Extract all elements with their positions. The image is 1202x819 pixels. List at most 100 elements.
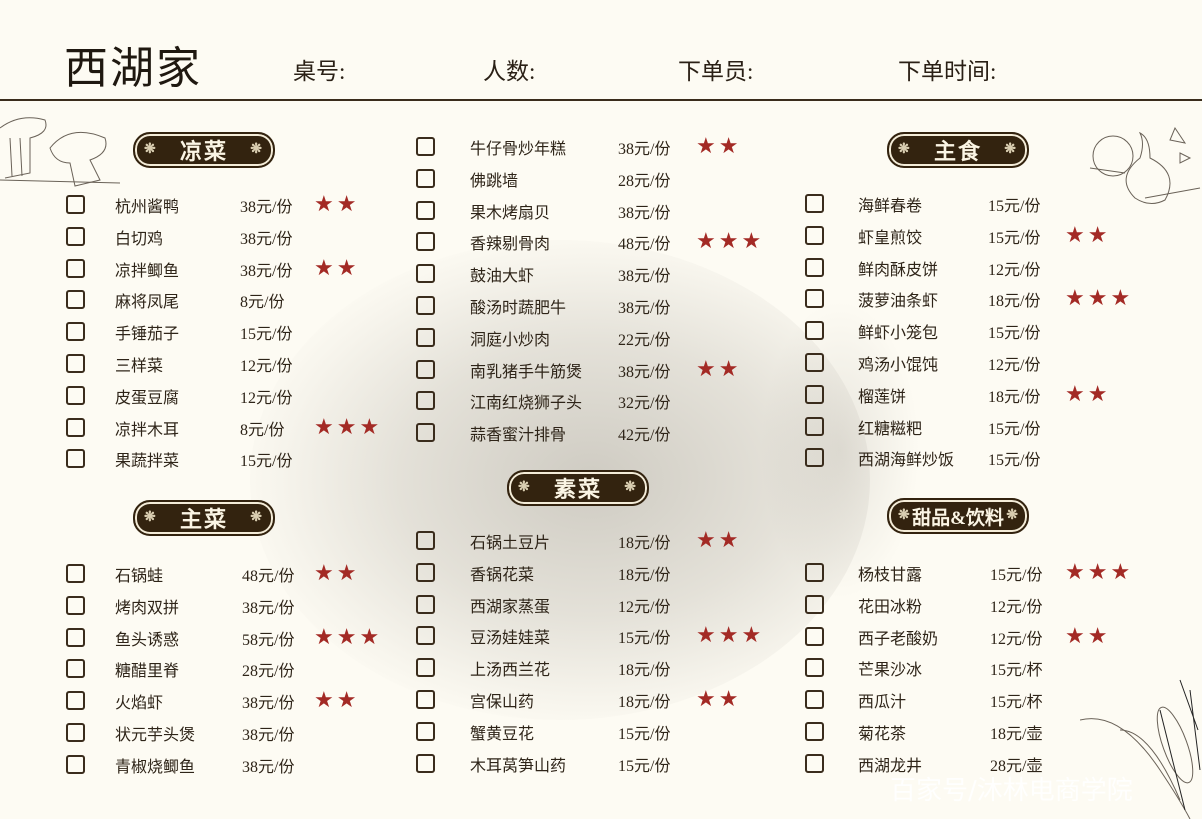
order-checkbox[interactable] (66, 595, 85, 615)
order-checkbox[interactable] (416, 232, 435, 252)
order-checkbox[interactable] (416, 753, 435, 773)
order-checkbox[interactable] (416, 327, 435, 347)
order-checkbox[interactable] (66, 322, 85, 342)
order-checkbox[interactable] (66, 354, 85, 373)
order-checkbox[interactable] (416, 562, 435, 582)
recommend-stars-icon: ★★ (314, 191, 360, 216)
dish-price: 38元/份 (618, 204, 671, 222)
dish-price: 38元/份 (618, 363, 671, 381)
menu-item-row: 洞庭小炒肉 22元/份 (416, 323, 756, 353)
order-checkbox[interactable] (66, 627, 85, 647)
order-checkbox[interactable] (805, 416, 824, 436)
order-checkbox[interactable] (416, 391, 435, 411)
dish-price: 28元/份 (242, 663, 295, 681)
menu-item-row: 木耳莴笋山药 15元/份 (416, 749, 756, 779)
menu-item-row: 麻将凤尾 8元/份 (66, 285, 406, 315)
order-checkbox[interactable] (805, 658, 824, 678)
dish-name: 三样菜 (115, 358, 164, 375)
dish-name: 火焰虾 (115, 695, 164, 713)
order-checkbox[interactable] (805, 353, 824, 372)
order-checkbox[interactable] (416, 137, 435, 156)
dish-name: 果蔬拌菜 (115, 453, 180, 471)
dish-price: 12元/份 (618, 598, 671, 616)
dish-price: 18元/份 (618, 535, 671, 552)
menu-item-row: 南乳猪手牛筋煲 38元/份 ★★ (416, 355, 756, 385)
section-title: 主菜 (179, 507, 228, 532)
menu-item-row: 蒜香蜜汁排骨 42元/份 (416, 418, 756, 448)
knot-ornament-icon: ❋ (518, 480, 532, 495)
dish-price: 15元/杯 (990, 694, 1043, 712)
order-checkbox[interactable] (416, 721, 435, 741)
order-checkbox[interactable] (805, 194, 824, 213)
order-checkbox[interactable] (805, 448, 824, 468)
order-checkbox[interactable] (66, 290, 85, 310)
order-checkbox[interactable] (66, 226, 85, 246)
dish-name: 香辣剔骨肉 (470, 236, 551, 254)
dish-name: 南乳猪手牛筋煲 (470, 363, 583, 381)
order-checkbox[interactable] (66, 659, 85, 679)
order-checkbox[interactable] (805, 753, 824, 773)
menu-item-row: 杨枝甘露 15元/份 ★★★ (805, 558, 1145, 588)
dish-name: 糖醋里脊 (115, 663, 180, 681)
menu-item-row: 香锅花菜 18元/份 (416, 558, 756, 588)
menu-item-row: 西湖海鲜炒饭 15元/份 (805, 443, 1145, 473)
menu-item-row: 西湖龙井 28元/壶 (805, 749, 1145, 779)
order-checkbox[interactable] (416, 200, 435, 220)
order-checkbox[interactable] (66, 449, 85, 469)
order-checkbox[interactable] (416, 531, 435, 550)
order-checkbox[interactable] (416, 296, 435, 315)
order-checkbox[interactable] (416, 359, 435, 379)
order-checkbox[interactable] (416, 168, 435, 188)
watermark: 百家号/沐林电商学院 (890, 776, 1133, 806)
recommend-stars-icon: ★★ (696, 355, 742, 381)
order-checkbox[interactable] (805, 257, 824, 277)
order-checkbox[interactable] (805, 563, 824, 582)
order-checkbox[interactable] (805, 225, 824, 245)
dish-price: 18元/壶 (990, 726, 1043, 743)
order-checkbox[interactable] (416, 594, 435, 614)
order-checkbox[interactable] (805, 722, 824, 741)
dish-name: 蟹黄豆花 (470, 725, 535, 743)
restaurant-title: 西湖家 (64, 44, 202, 93)
menu-item-row: 凉拌鲫鱼 38元/份 ★★ (66, 254, 406, 284)
order-checkbox[interactable] (66, 385, 85, 405)
recommend-stars-icon: ★★ (696, 686, 742, 711)
dish-name: 鱼头诱惑 (115, 631, 180, 649)
order-checkbox[interactable] (416, 690, 435, 709)
dish-name: 酸汤时蔬肥牛 (470, 300, 567, 317)
menu-item-row: 鲜肉酥皮饼 12元/份 (805, 253, 1145, 283)
menu-item-row: 火焰虾 38元/份 ★★ (66, 686, 406, 716)
dish-name: 状元芋头煲 (115, 727, 196, 744)
order-checkbox[interactable] (805, 594, 824, 614)
order-checkbox[interactable] (805, 289, 824, 309)
order-checkbox[interactable] (66, 417, 85, 437)
dish-name: 西湖家蒸蛋 (470, 598, 551, 616)
order-checkbox[interactable] (416, 264, 435, 284)
order-checkbox[interactable] (416, 423, 435, 443)
menu-item-row: 西瓜汁 15元/杯 (805, 685, 1145, 715)
order-checkbox[interactable] (416, 626, 435, 646)
dish-price: 15元/份 (990, 567, 1043, 584)
order-checkbox[interactable] (805, 626, 824, 646)
order-checkbox[interactable] (805, 384, 824, 404)
order-checkbox[interactable] (416, 658, 435, 678)
dish-price: 12元/份 (990, 630, 1043, 648)
menu-item-row: 香辣剔骨肉 48元/份 ★★★ (416, 227, 761, 257)
dish-price: 15元/份 (988, 198, 1041, 215)
dish-name: 西湖海鲜炒饭 (858, 452, 955, 470)
menu-item-row: 菠萝油条虾 18元/份 ★★★ (805, 284, 1145, 314)
dish-price: 38元/份 (242, 599, 295, 617)
recommend-stars-icon: ★★ (696, 133, 742, 158)
order-checkbox[interactable] (805, 321, 824, 341)
order-checkbox[interactable] (66, 564, 85, 583)
dish-price: 38元/份 (242, 727, 295, 744)
order-checkbox[interactable] (66, 691, 85, 711)
order-checkbox[interactable] (66, 754, 85, 774)
dish-name: 石锅蛙 (115, 568, 164, 585)
dish-name: 佛跳墙 (470, 172, 519, 190)
order-checkbox[interactable] (66, 195, 85, 214)
order-checkbox[interactable] (805, 690, 824, 710)
order-checkbox[interactable] (66, 723, 85, 742)
dish-name: 木耳莴笋山药 (470, 757, 567, 775)
order-checkbox[interactable] (66, 258, 85, 278)
